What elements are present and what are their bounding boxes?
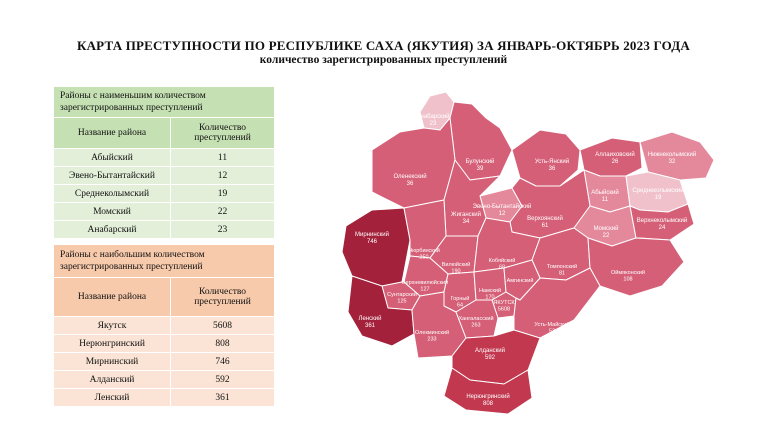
- table-row: Нерюнгринский 808: [53, 334, 275, 353]
- lowest-crime-table: Районы с наименьшим количеством зарегист…: [53, 86, 275, 239]
- district-name: Абыйский: [53, 148, 171, 167]
- table-row: Момский 22: [53, 202, 275, 221]
- district-label-olenek: Оленекский 36: [393, 173, 426, 187]
- district-label-olekminsky: Олекминский 233: [415, 329, 449, 343]
- crime-count: 746: [170, 352, 275, 371]
- crime-count: 11: [170, 148, 275, 167]
- crime-count: 12: [170, 166, 275, 185]
- lowest-table-caption: Районы с наименьшим количеством зарегист…: [53, 86, 275, 118]
- table-row: Ленский 361: [53, 388, 275, 407]
- district-label-mirninsky: Мирнинский 746: [355, 231, 389, 245]
- district-label-nyurbinsky: Нюрбинский 250: [408, 247, 440, 261]
- highest-crime-table: Районы с наибольшим количеством зарегист…: [53, 244, 275, 407]
- district-label-momsky: Момский 22: [594, 225, 619, 239]
- district-label-zhigansky: Жиганский 34: [451, 211, 481, 225]
- district-label-amginsky: Амгинский: [507, 277, 534, 284]
- table-row: Анабарский 23: [53, 220, 275, 239]
- page-subtitle: количество зарегистрированных преступлен…: [259, 54, 508, 66]
- table-row: Среднеколымский 19: [53, 184, 275, 203]
- crime-count: 808: [170, 334, 275, 353]
- district-label-verkhnekolymsky: Верхнеколымский 24: [637, 217, 687, 231]
- district-oimyakonsky: [587, 237, 685, 297]
- district-label-yakutsk: ЯКУТСК 5608: [493, 300, 515, 313]
- col-count-header: Количество преступлений: [170, 277, 275, 317]
- district-label-anabarsky: Анабарский 23: [417, 113, 450, 127]
- district-olenek: [371, 117, 456, 209]
- district-ust-yansky: [511, 129, 581, 187]
- district-label-verkhnevilyuisky: Верхневилюйский 127: [402, 279, 448, 293]
- district-name: Алданский: [53, 370, 171, 389]
- district-label-oimyakonsky: Оймяконский 108: [611, 269, 645, 283]
- crime-count: 592: [170, 370, 275, 389]
- district-label-ust-yansky: Усть-Янский 36: [535, 158, 569, 172]
- crime-count: 22: [170, 202, 275, 221]
- district-name: Нерюнгринский: [53, 334, 171, 353]
- col-district-header: Название района: [53, 117, 171, 149]
- district-label-kobyaisky: Кобяйский 68: [489, 257, 516, 271]
- district-label-abyisky: Абыйский 11: [591, 189, 618, 203]
- table-row: Эвено-Бытантайский 12: [53, 166, 275, 185]
- table-row: Абыйский 11: [53, 148, 275, 167]
- district-name: Эвено-Бытантайский: [53, 166, 171, 185]
- district-name: Ленский: [53, 388, 171, 407]
- district-label-srednekolymsky: Среднеколымский 19: [632, 187, 683, 201]
- district-label-bulunsky: Булунский 39: [466, 158, 495, 172]
- table-row: Алданский 592: [53, 370, 275, 389]
- district-label-neryungrinsky: Нерюнгринский 808: [466, 393, 509, 407]
- district-ust-maisky: [513, 267, 601, 339]
- crime-count: 19: [170, 184, 275, 203]
- district-amginsky: [503, 259, 541, 301]
- district-name: Анабарский: [53, 220, 171, 239]
- district-label-nizhnekolymsky: Нижнеколымский 32: [648, 151, 697, 165]
- highest-table-caption: Районы с наибольшим количеством зарегист…: [53, 244, 275, 278]
- district-label-tomponsky: Томпонский 81: [547, 263, 577, 277]
- district-label-suntarsky: Сунтарский 125: [387, 291, 417, 305]
- district-label-vilyuisky: Вилюйский 190: [442, 261, 470, 275]
- district-label-khangalassky: Хангаласский 263: [458, 315, 493, 329]
- crime-count: 23: [170, 220, 275, 239]
- crime-count: 361: [170, 388, 275, 407]
- district-label-allaikhovsky: Аллаиховский 26: [595, 151, 634, 165]
- district-label-aldansky: Алданский 592: [475, 347, 505, 361]
- district-label-evenobytantaisky: Эвено-Бытантайский 12: [473, 203, 532, 217]
- district-label-gorny: Горный 64: [451, 295, 470, 309]
- page-title: КАРТА ПРЕСТУПНОСТИ ПО РЕСПУБЛИКЕ САХА (Я…: [76, 38, 691, 53]
- district-label-ust-maisky: Усть-Майский 53: [534, 321, 569, 335]
- district-mirninsky: [341, 207, 411, 287]
- district-label-namsky: Намский 170: [479, 287, 501, 301]
- district-neryungrinsky: [443, 367, 533, 415]
- district-label-verkhoyansky: Верхоянский 61: [527, 215, 563, 229]
- district-label-lensky: Ленский 361: [359, 315, 382, 329]
